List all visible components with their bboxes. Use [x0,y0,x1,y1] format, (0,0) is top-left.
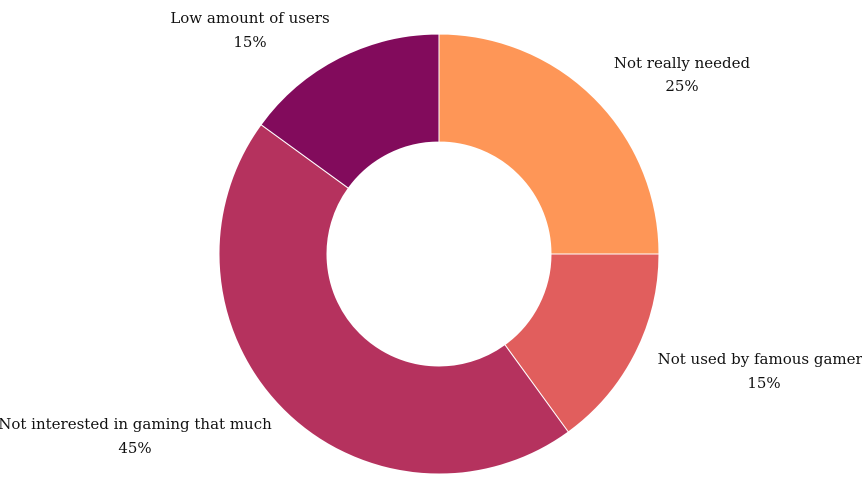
slice-label-not-interested-in-gaming-that-much: Not interested in gaming that much [0,415,272,433]
slice-label-not-really-needed: Not really needed [614,54,751,72]
slice-value-not-interested-in-gaming-that-much: 45% [118,439,151,457]
slice-value-low-amount-of-users: 15% [233,33,266,51]
slice-value-not-really-needed: 25% [665,77,698,95]
slice-low-amount-of-users [260,33,440,189]
slice-not-used-by-famous-gamers [504,253,660,433]
slices-group [218,33,660,475]
slice-not-really-needed [438,33,660,255]
slice-label-low-amount-of-users: Low amount of users [170,9,329,27]
labels-group: Not really needed 25% Not used by famous g… [0,9,862,457]
slice-value-not-used-by-famous-gamers: 15% [747,374,780,392]
slice-not-interested-in-gaming-that-much [218,123,570,475]
slice-label-not-used-by-famous-gamers: Not used by famous gamers [658,350,862,368]
